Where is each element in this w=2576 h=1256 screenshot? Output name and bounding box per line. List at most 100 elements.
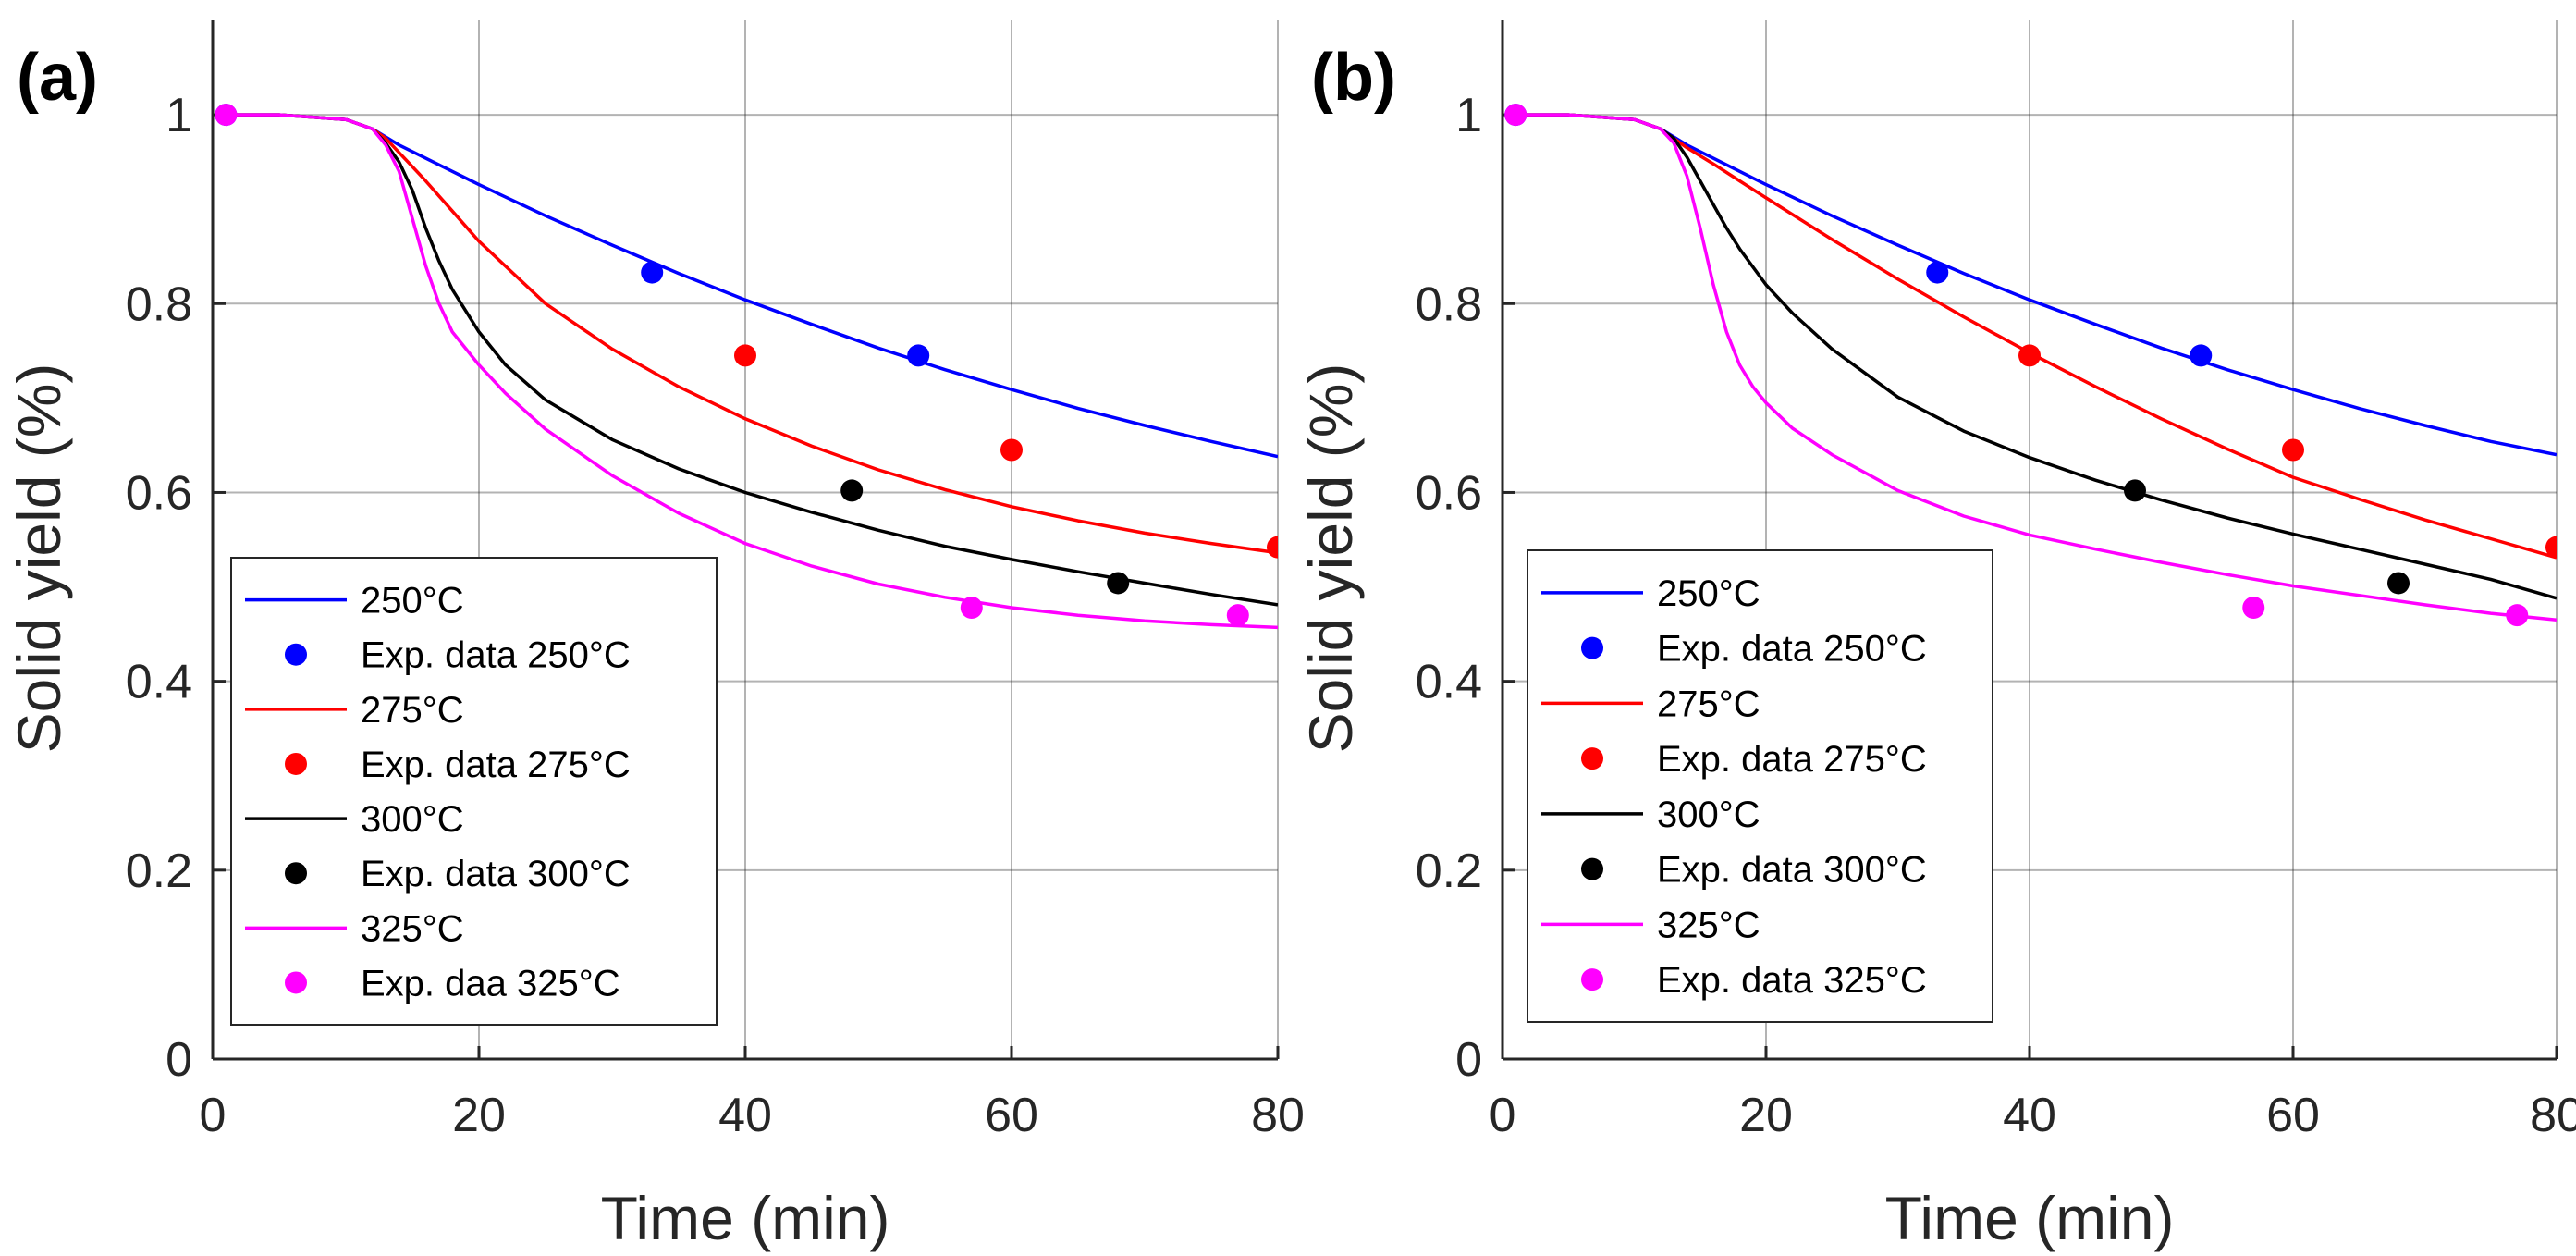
legend-item: 250°C — [245, 581, 464, 622]
legend-item: 275°C — [245, 690, 464, 731]
legend-item: Exp. data 300°C — [285, 854, 631, 894]
legend-item: 300°C — [245, 799, 464, 840]
data-point-exp-data-325-c — [2506, 604, 2529, 627]
legend-marker-swatch — [1581, 747, 1603, 770]
legend-item: Exp. data 325°C — [1581, 960, 1927, 1001]
x-tick-label: 60 — [2266, 1089, 2320, 1142]
legend-label: Exp. data 325°C — [1657, 960, 1927, 1001]
series-line-275-c — [1515, 113, 2557, 560]
data-point-exp-data-300-c — [840, 479, 864, 502]
x-axis-label: Time (min) — [601, 1184, 890, 1252]
legend-item: Exp. data 250°C — [1581, 629, 1927, 670]
legend-marker-swatch — [1581, 968, 1603, 991]
y-tick-label: 0 — [1455, 1033, 1482, 1087]
legend-label: Exp. data 275°C — [1657, 739, 1927, 780]
y-tick-label: 0.2 — [126, 844, 192, 898]
legend-label: Exp. data 300°C — [1657, 850, 1927, 891]
legend-label: Exp. data 250°C — [361, 635, 631, 676]
legend-item: 275°C — [1541, 683, 1760, 724]
data-point-exp-data-275-c — [2282, 438, 2304, 462]
data-point-exp-data-250-c — [641, 261, 664, 284]
legend-label: 275°C — [1657, 683, 1760, 724]
panel-label: (a) — [17, 41, 98, 115]
series-line-250-c — [226, 113, 1278, 459]
legend-label: 325°C — [361, 908, 464, 949]
legend-marker-swatch — [285, 971, 307, 994]
y-tick-label: 1 — [166, 89, 192, 142]
legend-label: 250°C — [361, 581, 464, 622]
legend-label: Exp. data 275°C — [361, 745, 631, 785]
data-point-exp-data-275-c — [1000, 438, 1023, 462]
data-point-exp-data-275-c — [1267, 536, 1278, 559]
legend-item: Exp. daa 325°C — [285, 963, 620, 1004]
legend-item: 250°C — [1541, 573, 1760, 614]
data-point-exp-data-300-c — [2387, 572, 2410, 595]
legend-item: Exp. data 250°C — [285, 635, 631, 676]
y-axis-label: Solid yield (%) — [1296, 363, 1365, 754]
legend-label: 300°C — [361, 799, 464, 840]
legend-box — [230, 557, 718, 1026]
y-tick-label: 1 — [1455, 89, 1482, 142]
x-tick-label: 0 — [200, 1089, 227, 1142]
legend-box — [1527, 549, 1993, 1023]
x-axis-label: Time (min) — [1885, 1184, 2175, 1252]
data-point-exp-data-275-c — [734, 344, 756, 367]
panel-label: (b) — [1311, 41, 1396, 115]
legend-label: Exp. daa 325°C — [361, 963, 620, 1004]
series-line-325-c — [1515, 113, 2557, 622]
x-tick-label: 0 — [1490, 1089, 1516, 1142]
legend-label: 325°C — [1657, 905, 1760, 945]
data-point-exp-daa-325-c — [215, 104, 238, 127]
legend: 250°C Exp. data 250°C 275°C Exp. data 275°C… — [230, 557, 718, 1026]
data-point-exp-data-300-c — [1107, 572, 1130, 595]
legend-marker-swatch — [1581, 857, 1603, 880]
y-tick-label: 0 — [166, 1033, 192, 1087]
x-tick-label: 40 — [2003, 1089, 2056, 1142]
chart-panel-b: 0 20 40 60 80 0 0.2 0.4 0.6 0.8 1 Time (min) Solid y… — [1296, 20, 2576, 1252]
y-tick-label: 0.8 — [1416, 277, 1482, 331]
legend-marker-swatch — [285, 643, 307, 666]
data-point-exp-daa-325-c — [1226, 604, 1249, 627]
y-axis-label: Solid yield (%) — [5, 363, 73, 754]
data-point-exp-data-250-c — [1926, 261, 1949, 284]
series-line-250-c — [1515, 113, 2557, 457]
x-tick-label: 20 — [1739, 1089, 1793, 1142]
series-line-275-c — [226, 113, 1278, 555]
series-line-300-c — [1515, 113, 2557, 600]
data-point-exp-daa-325-c — [960, 597, 983, 620]
legend-label: 275°C — [361, 690, 464, 731]
legend-item: 325°C — [245, 908, 464, 949]
x-tick-label: 80 — [1251, 1089, 1305, 1142]
data-point-exp-data-325-c — [1504, 104, 1527, 127]
legend-marker-swatch — [1581, 636, 1603, 659]
x-tick-label: 80 — [2530, 1089, 2576, 1142]
legend-item: Exp. data 275°C — [1581, 739, 1927, 780]
legend-item: Exp. data 300°C — [1581, 850, 1927, 891]
legend-label: 250°C — [1657, 573, 1760, 614]
legend-item: 325°C — [1541, 905, 1760, 945]
y-tick-label: 0.6 — [1416, 466, 1482, 520]
data-point-exp-data-275-c — [2545, 536, 2557, 559]
legend-item: 300°C — [1541, 794, 1760, 835]
plot-area — [1504, 104, 2557, 627]
y-tick-label: 0.2 — [1416, 844, 1482, 898]
legend-marker-swatch — [285, 862, 307, 885]
data-point-exp-data-250-c — [2190, 344, 2213, 367]
legend-label: 300°C — [1657, 794, 1760, 835]
data-point-exp-data-250-c — [907, 344, 930, 367]
y-tick-label: 0.6 — [126, 466, 192, 520]
chart-panel-a: 0 20 40 60 80 0 0.2 0.4 0.6 0.8 1 Time (min) Solid y… — [5, 20, 1305, 1252]
plot-area — [215, 104, 1278, 630]
legend: 250°C Exp. data 250°C 275°C Exp. data 275°C… — [1527, 549, 1993, 1023]
y-tick-label: 0.4 — [1416, 656, 1482, 709]
y-tick-label: 0.8 — [126, 277, 192, 331]
data-point-exp-data-325-c — [2242, 597, 2265, 620]
legend-label: Exp. data 250°C — [1657, 629, 1927, 670]
data-point-exp-data-300-c — [2124, 479, 2146, 502]
legend-marker-swatch — [285, 752, 307, 775]
x-tick-label: 60 — [985, 1089, 1038, 1142]
series-line-325-c — [226, 113, 1278, 630]
x-tick-label: 40 — [718, 1089, 772, 1142]
legend-item: Exp. data 275°C — [285, 745, 631, 785]
